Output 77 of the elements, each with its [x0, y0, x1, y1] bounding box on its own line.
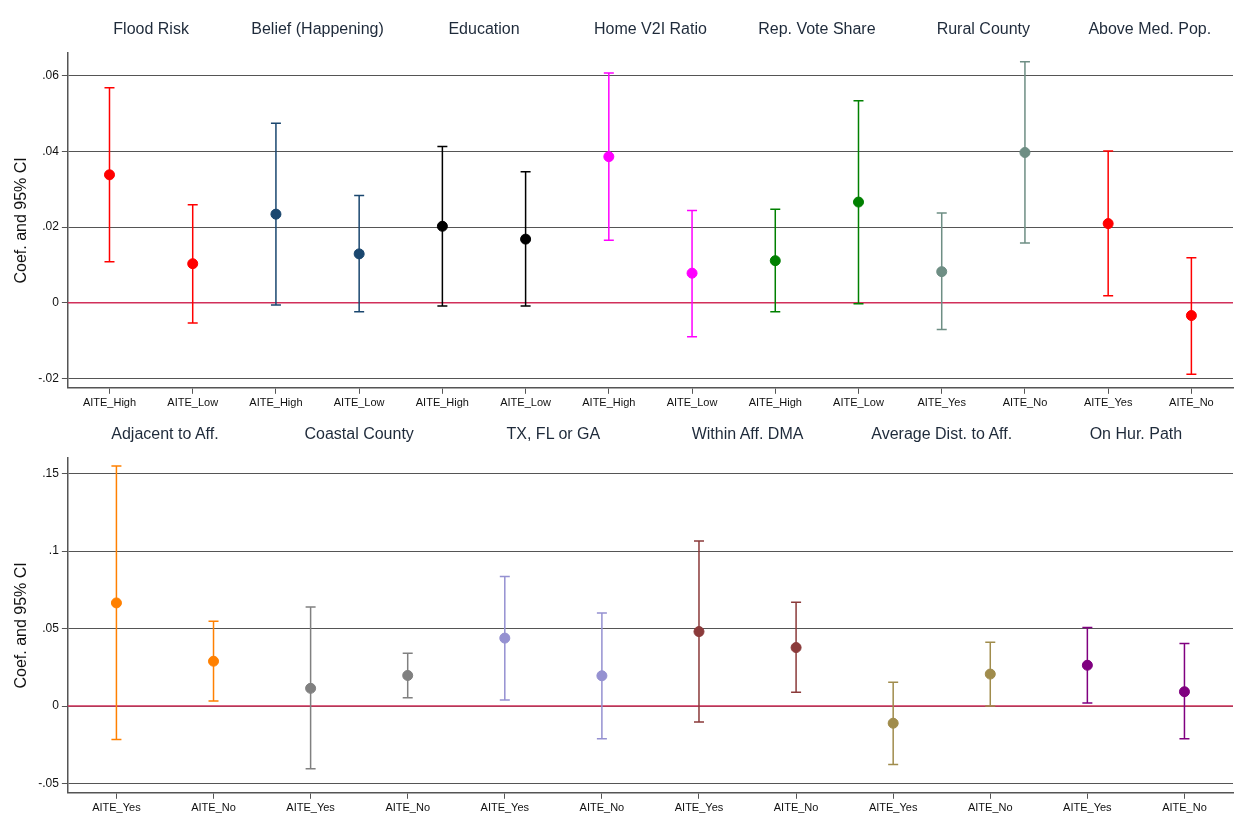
point: [887, 717, 899, 729]
point: [402, 669, 414, 681]
point: [187, 258, 199, 270]
x-tick-label: AITE_Yes: [1063, 801, 1113, 814]
y-axis-title: Coef. and 95% CI: [12, 562, 30, 689]
point: [853, 196, 864, 208]
x-tick-label: AITE_No: [1002, 396, 1048, 409]
point: [984, 668, 996, 680]
point: [790, 642, 802, 654]
x-tick-label: AITE_High: [748, 396, 802, 409]
point: [103, 169, 115, 181]
y-tick-label: 0: [52, 698, 60, 713]
point: [693, 626, 705, 638]
y-tick-label: .1: [48, 543, 60, 558]
x-tick-label: AITE_No: [385, 801, 431, 814]
point: [1185, 310, 1197, 322]
x-tick-label: AITE_High: [582, 396, 636, 409]
point: [208, 655, 220, 667]
y-tick-label: .05: [42, 620, 60, 635]
x-tick-label: AITE_Low: [333, 396, 385, 409]
point: [353, 248, 365, 260]
x-tick-label: AITE_Yes: [480, 801, 530, 814]
point: [305, 682, 317, 694]
x-tick-label: AITE_High: [82, 396, 137, 409]
x-tick-label: AITE_Yes: [286, 801, 336, 814]
text: Home V2I Ratio: [593, 20, 708, 38]
text: On Hur. Path: [1089, 425, 1183, 443]
x-tick-label: AITE_No: [1162, 801, 1207, 814]
x-tick-label: AITE_No: [967, 801, 1013, 814]
point: [603, 151, 615, 163]
text: Flood Risk: [113, 20, 190, 38]
x-tick-label: AITE_No: [1169, 396, 1214, 409]
text: Above Med. Pop.: [1088, 20, 1212, 38]
text: Coastal County: [304, 425, 414, 443]
x-tick-label: AITE_Low: [167, 396, 219, 409]
x-tick-label: AITE_No: [579, 801, 625, 814]
point: [769, 255, 781, 267]
x-tick-label: AITE_Yes: [674, 801, 724, 814]
point: [520, 233, 532, 245]
x-tick-label: AITE_Yes: [868, 801, 918, 814]
text: TX, FL or GA: [506, 425, 601, 443]
y-tick-label: 0: [52, 294, 60, 309]
x-tick-label: AITE_No: [773, 801, 819, 814]
x-tick-label: AITE_High: [415, 396, 469, 409]
x-tick-label: AITE_No: [191, 801, 236, 814]
text: Rural County: [936, 20, 1031, 38]
x-tick-label: AITE_Yes: [92, 801, 142, 814]
y-tick-label: .15: [42, 465, 60, 480]
x-tick-label: AITE_Low: [833, 396, 884, 409]
text: Adjacent to Aff.: [111, 425, 219, 443]
point: [436, 220, 448, 232]
text: Belief (Happening): [251, 20, 384, 38]
point: [936, 266, 948, 278]
point: [596, 670, 608, 682]
text: Average Dist. to Aff.: [871, 425, 1013, 443]
point: [499, 632, 511, 644]
y-axis-title: Coef. and 95% CI: [12, 157, 30, 284]
point: [110, 597, 122, 609]
text: Rep. Vote Share: [758, 20, 876, 38]
y-tick-label: -.02: [38, 370, 60, 385]
point: [686, 267, 698, 279]
text: Education: [448, 20, 520, 38]
text: Within Aff. DMA: [691, 425, 804, 443]
point: [1081, 659, 1093, 671]
point: [1178, 686, 1190, 698]
y-tick-label: .06: [42, 68, 60, 83]
x-tick-label: AITE_Low: [666, 396, 718, 409]
point: [1102, 218, 1114, 230]
point: [1019, 146, 1031, 158]
point: [270, 208, 282, 220]
x-tick-label: AITE_Low: [500, 396, 552, 409]
x-tick-label: AITE_Yes: [917, 396, 967, 409]
x-tick-label: AITE_High: [249, 396, 303, 409]
y-tick-label: .04: [42, 143, 60, 158]
x-tick-label: AITE_Yes: [1083, 396, 1133, 409]
y-tick-label: .02: [42, 219, 60, 234]
y-tick-label: -.05: [38, 775, 60, 790]
